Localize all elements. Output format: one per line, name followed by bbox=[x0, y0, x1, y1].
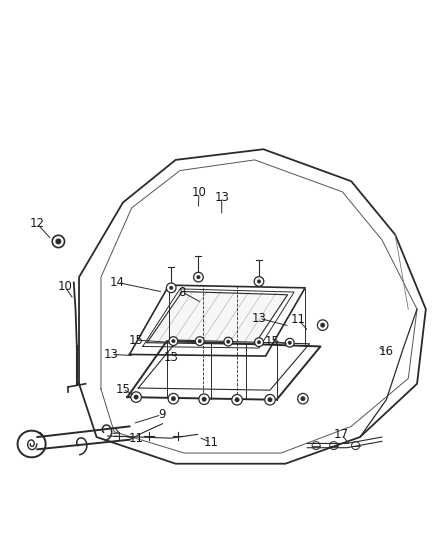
Text: 16: 16 bbox=[378, 345, 393, 358]
Text: 8: 8 bbox=[178, 286, 185, 298]
Circle shape bbox=[198, 394, 209, 405]
Text: 10: 10 bbox=[57, 280, 72, 293]
Text: 15: 15 bbox=[115, 383, 130, 395]
Circle shape bbox=[169, 286, 173, 289]
Circle shape bbox=[267, 398, 272, 402]
Circle shape bbox=[195, 337, 204, 345]
Circle shape bbox=[317, 320, 327, 330]
Circle shape bbox=[196, 276, 200, 279]
Text: 15: 15 bbox=[264, 335, 279, 348]
Circle shape bbox=[254, 338, 263, 346]
Circle shape bbox=[193, 272, 203, 282]
Circle shape bbox=[169, 337, 177, 345]
Circle shape bbox=[300, 397, 304, 401]
Circle shape bbox=[297, 393, 307, 404]
Circle shape bbox=[257, 280, 260, 283]
Text: 12: 12 bbox=[30, 217, 45, 230]
Circle shape bbox=[285, 338, 293, 347]
Circle shape bbox=[257, 341, 260, 344]
Circle shape bbox=[264, 394, 275, 405]
Circle shape bbox=[320, 323, 324, 327]
Circle shape bbox=[201, 397, 206, 401]
Text: 14: 14 bbox=[110, 276, 125, 289]
Text: 13: 13 bbox=[251, 312, 266, 325]
Text: 13: 13 bbox=[103, 348, 118, 361]
Circle shape bbox=[231, 394, 242, 405]
Circle shape bbox=[168, 393, 178, 404]
Circle shape bbox=[56, 239, 61, 244]
Circle shape bbox=[198, 340, 201, 343]
Polygon shape bbox=[147, 292, 287, 344]
Text: 17: 17 bbox=[333, 428, 348, 441]
Text: 15: 15 bbox=[128, 334, 143, 346]
Text: 11: 11 bbox=[128, 432, 143, 445]
Circle shape bbox=[171, 340, 175, 343]
Circle shape bbox=[254, 277, 263, 286]
Circle shape bbox=[171, 397, 175, 401]
Circle shape bbox=[223, 337, 232, 346]
Text: 11: 11 bbox=[203, 436, 218, 449]
Circle shape bbox=[166, 283, 176, 293]
Text: 11: 11 bbox=[290, 313, 305, 326]
Text: 10: 10 bbox=[191, 187, 206, 199]
Circle shape bbox=[226, 340, 230, 343]
Circle shape bbox=[287, 341, 291, 344]
Circle shape bbox=[134, 395, 138, 399]
Text: 13: 13 bbox=[214, 191, 229, 204]
Text: 9: 9 bbox=[157, 408, 165, 421]
Circle shape bbox=[234, 398, 239, 402]
Text: 13: 13 bbox=[163, 351, 178, 364]
Circle shape bbox=[131, 392, 141, 402]
